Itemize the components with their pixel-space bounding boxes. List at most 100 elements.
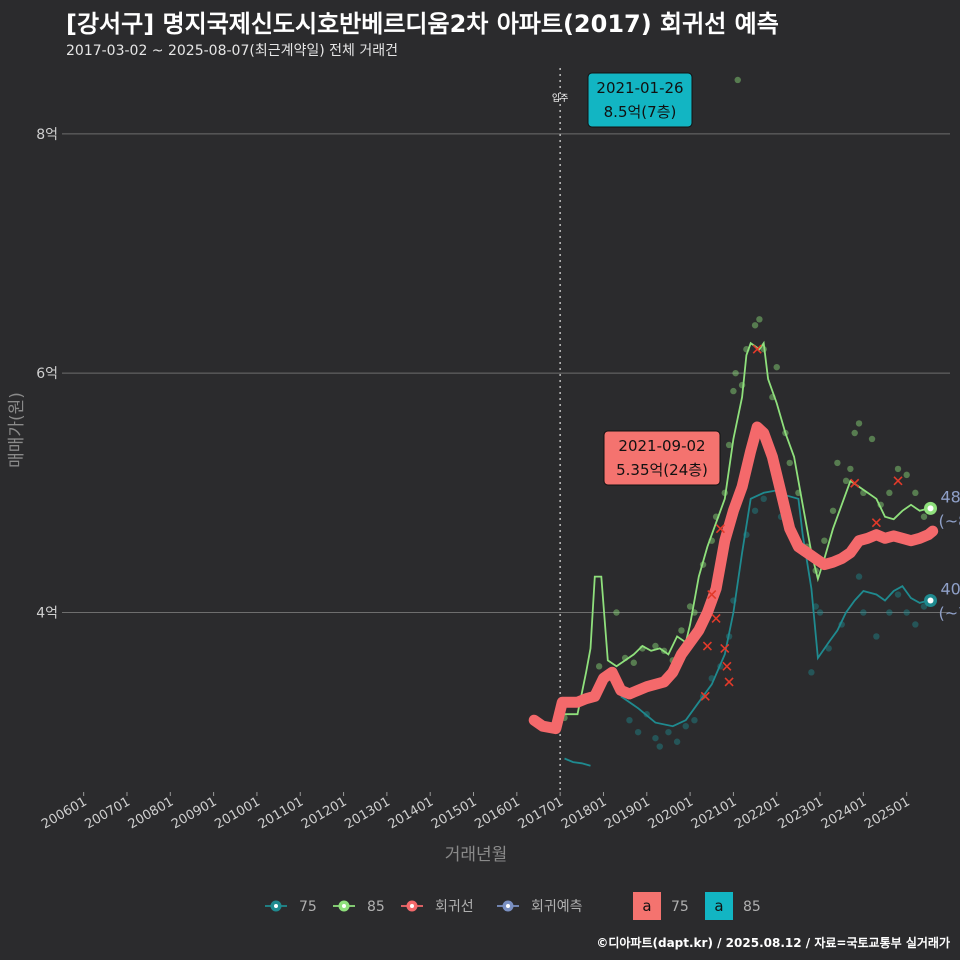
- cross-marker: [720, 643, 730, 653]
- scatter-point-s75: [652, 734, 659, 742]
- x-tick-label: 201501: [429, 794, 479, 832]
- legend-box: [705, 892, 733, 920]
- scatter-point-s75: [903, 609, 910, 616]
- end-area-label: (~75㎡): [939, 604, 960, 623]
- scatter-point-s85: [834, 459, 841, 467]
- scatter-point-s85: [886, 489, 893, 497]
- scatter-point-s75: [912, 621, 919, 628]
- chart-subtitle: 2017-03-02 ~ 2025-08-07(최근계약일) 전체 거래건: [66, 43, 398, 59]
- x-tick-label: 201801: [559, 794, 609, 832]
- legend-box-letter: a: [642, 897, 651, 915]
- x-tick-label: 202101: [689, 794, 739, 832]
- legend-box: [633, 892, 661, 920]
- legend-label: 회귀선: [435, 899, 474, 915]
- scatter-point-s75: [886, 609, 893, 616]
- scatter-point-s85: [725, 441, 733, 449]
- scatter-point-s85: [652, 642, 659, 650]
- cross-marker: [702, 641, 712, 651]
- cross-marker: [752, 344, 762, 354]
- x-tick-label: 201701: [516, 794, 566, 832]
- legend-label: 75: [299, 899, 317, 915]
- x-tick-label: 201901: [602, 794, 652, 832]
- scatter-point-s85: [686, 603, 694, 610]
- scatter-point-s75: [825, 645, 832, 652]
- x-axis-title: 거래년월: [445, 845, 508, 865]
- scatter-point-s85: [773, 363, 780, 371]
- scatter-point-s85: [868, 435, 876, 443]
- cross-marker: [711, 613, 721, 624]
- x-tick-label: 200901: [169, 794, 219, 832]
- scatter-point-s75: [751, 507, 759, 514]
- scatter-point-s85: [847, 465, 854, 473]
- legend-box-label: 75: [671, 899, 689, 915]
- scatter-point-s75: [682, 722, 689, 730]
- callout-price: 8.5억(7층): [604, 103, 677, 121]
- scatter-point-s85: [734, 76, 741, 84]
- x-tick-label: 201101: [256, 794, 306, 832]
- scatter-point-s85: [920, 513, 928, 520]
- scatter-point-s75: [760, 495, 767, 503]
- x-tick-label: 201301: [342, 794, 392, 832]
- scatter-point-s85: [730, 387, 737, 395]
- scatter-point-s85: [595, 663, 603, 670]
- scatter-point-s85: [912, 489, 919, 497]
- cross-marker: [871, 518, 881, 528]
- scatter-point-s85: [821, 537, 828, 544]
- y-axis-title: 매매가(원): [7, 392, 27, 468]
- scatter-point-s75: [860, 609, 867, 616]
- move-in-label: 입주: [552, 92, 569, 104]
- scatter-point-s85: [751, 322, 759, 329]
- legend-key-center: [342, 904, 346, 908]
- scatter-point-s75: [665, 728, 672, 736]
- scatter-point-s75: [873, 633, 880, 640]
- callout-price: 5.35억(24층): [616, 461, 708, 479]
- scatter-point-s75: [656, 743, 663, 750]
- end-point-center: [927, 505, 934, 512]
- scatter-point-s75: [691, 716, 698, 724]
- scatter-point-s85: [732, 369, 739, 377]
- y-tick-label: 6억: [36, 366, 58, 382]
- chart-title: [강서구] 명지국제신도시호반베르디움2차 아파트(2017) 회귀선 예측: [66, 10, 779, 38]
- x-tick-label: 200701: [82, 794, 132, 832]
- x-tick-label: 201201: [299, 794, 349, 832]
- x-tick-label: 201401: [386, 794, 436, 832]
- scatter-point-s85: [894, 465, 902, 473]
- cross-marker: [724, 677, 734, 687]
- x-tick-label: 202301: [776, 794, 826, 832]
- x-tick-label: 200601: [39, 794, 89, 832]
- scatter-point-s85: [613, 609, 620, 616]
- legend-label: 회귀예측: [531, 899, 583, 915]
- callout-box: [603, 430, 721, 486]
- cross-marker: [707, 589, 717, 600]
- x-tick-label: 202401: [819, 794, 869, 832]
- legend-key-center: [410, 904, 414, 908]
- callout-date: 2021-01-26: [596, 79, 683, 97]
- cross-marker: [850, 478, 860, 488]
- series-line-85: [562, 340, 929, 716]
- scatter-point-s85: [851, 429, 858, 437]
- cross-marker: [700, 691, 710, 701]
- scatter-point-s85: [829, 507, 837, 514]
- legend-key-center: [274, 904, 278, 908]
- scatter-point-s75: [920, 603, 928, 610]
- scatter-point-s75: [894, 591, 902, 598]
- end-value-label: 48,743: [941, 487, 960, 506]
- callout-date: 2021-09-02: [618, 437, 705, 455]
- scatter-point-s85: [756, 316, 763, 323]
- series-line-75-early: [564, 757, 591, 767]
- x-tick-label: 201601: [472, 794, 522, 832]
- x-tick-label: 202201: [732, 794, 782, 832]
- x-tick-label: 202001: [646, 794, 696, 832]
- end-value-label: 40,967: [941, 580, 960, 599]
- scatter-point-s75: [626, 716, 633, 724]
- callout-box: [587, 72, 693, 128]
- scatter-point-s75: [855, 573, 863, 580]
- source-caption: ©디아파트(dapt.kr) / 2025.08.12 / 자료=국토교통부 실…: [596, 936, 950, 950]
- scatter-point-s85: [630, 659, 637, 666]
- regression-line: [528, 421, 939, 735]
- scatter-point-s75: [808, 669, 815, 676]
- scatter-point-s85: [842, 477, 850, 485]
- x-tick-label: 201001: [212, 794, 262, 832]
- legend-box-label: 85: [743, 899, 761, 915]
